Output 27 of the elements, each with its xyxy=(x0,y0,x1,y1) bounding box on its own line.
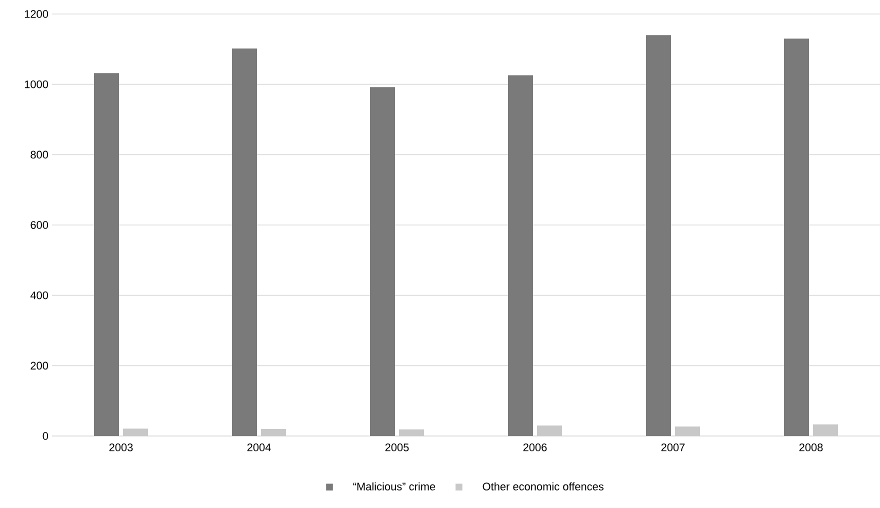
y-tick-label: 1200 xyxy=(24,10,48,18)
legend-label: Other economic offences xyxy=(482,482,604,490)
x-tick-label: 2006 xyxy=(523,444,547,452)
bar xyxy=(537,425,562,436)
bar xyxy=(646,35,672,436)
legend-label: “Malicious” crime xyxy=(353,482,436,490)
y-tick-label: 600 xyxy=(30,221,48,229)
bar xyxy=(232,48,257,436)
bar xyxy=(370,87,396,436)
y-tick-label: 800 xyxy=(30,150,48,159)
x-tick-label: 2004 xyxy=(247,444,271,452)
x-tick-label: 2008 xyxy=(799,444,823,452)
bar xyxy=(813,424,838,436)
bar xyxy=(675,426,700,436)
y-tick-label: 400 xyxy=(30,291,48,300)
bar xyxy=(508,75,534,436)
x-tick-label: 2003 xyxy=(109,444,133,452)
bar xyxy=(261,428,286,436)
y-tick-label: 0 xyxy=(42,432,48,440)
y-tick-label: 1000 xyxy=(24,80,48,88)
x-tick-label: 2005 xyxy=(385,444,409,452)
y-tick-label: 200 xyxy=(30,362,48,370)
bar xyxy=(123,428,148,436)
x-tick-label: 2007 xyxy=(661,444,685,452)
bar xyxy=(94,73,119,436)
bar xyxy=(784,38,810,436)
bar xyxy=(399,429,424,436)
